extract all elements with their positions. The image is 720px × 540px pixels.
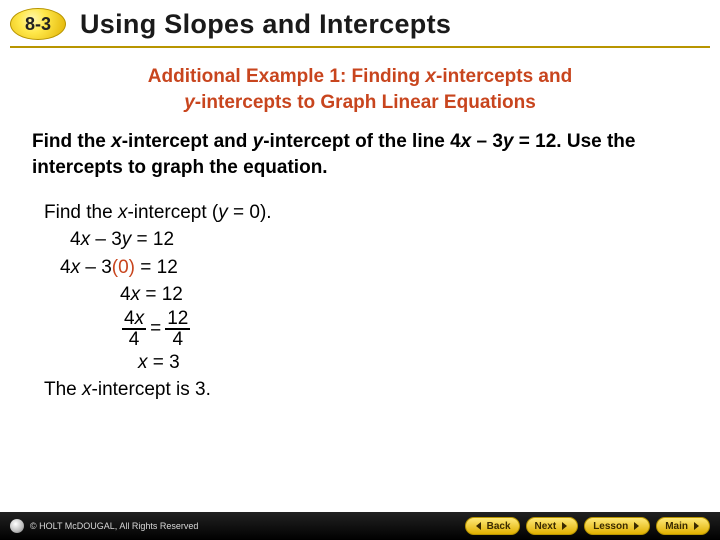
main-button[interactable]: Main (656, 517, 710, 535)
work-y: y (122, 229, 132, 250)
work-seg: = 12 (135, 257, 178, 278)
arrow-left-icon (474, 521, 484, 531)
work-seg: -intercept ( (127, 202, 218, 223)
arrow-right-icon (559, 521, 569, 531)
arrow-right-icon (631, 521, 641, 531)
page-title: Using Slopes and Intercepts (80, 9, 451, 40)
footer-bar: © HOLT McDOUGAL, All Rights Reserved Bac… (0, 512, 720, 540)
example-title-text: -intercepts and (436, 66, 572, 87)
work-x: x (118, 202, 128, 223)
prompt-seg: -intercept of the line 4 (263, 131, 460, 152)
example-title-text: Additional Example 1: Finding (148, 66, 426, 87)
prompt-seg: -intercept and (122, 131, 253, 152)
work-seg: = 12 (140, 284, 183, 305)
work-x: x (81, 229, 91, 250)
prompt-y: y (503, 131, 514, 152)
arrow-right-icon (691, 521, 701, 531)
work-seg: The (44, 379, 82, 400)
work-line-3: 4x – 3(0) = 12 (44, 254, 688, 282)
prompt-seg: Find the (32, 131, 111, 152)
nav-buttons: Back Next Lesson Main (465, 517, 710, 535)
fraction-numerator: 12 (165, 309, 190, 330)
publisher-logo-icon (10, 519, 24, 533)
work-x: x (71, 257, 81, 278)
main-label: Main (665, 521, 688, 532)
content-area: Additional Example 1: Finding x-intercep… (0, 56, 720, 404)
work-line-2: 4x – 3y = 12 (44, 226, 688, 254)
fraction-denominator: 4 (170, 330, 185, 349)
example-title: Additional Example 1: Finding x-intercep… (32, 64, 688, 115)
lesson-badge: 8-3 (10, 8, 66, 40)
header-divider (10, 46, 710, 48)
work-line-1: Find the x-intercept (y = 0). (44, 199, 688, 227)
work-seg: = 0). (228, 202, 272, 223)
work-x: x (131, 284, 141, 305)
work-line-7-result: The x-intercept is 3. (44, 376, 688, 404)
fraction-left: 4x 4 (122, 309, 146, 349)
example-title-x: x (425, 66, 436, 87)
work-seg: 4 (120, 284, 131, 305)
prompt-x: x (111, 131, 122, 152)
lesson-label: Lesson (593, 521, 628, 532)
prompt-x: x (461, 131, 472, 152)
work-x: x (138, 352, 148, 373)
work-seg: – 3 (90, 229, 122, 250)
next-label: Next (535, 521, 557, 532)
fraction-right: 12 4 (165, 309, 190, 349)
work-seg: = 3 (148, 352, 180, 373)
example-title-y: y (184, 92, 195, 113)
frac-seg: 4 (124, 308, 135, 329)
work-seg: Find the (44, 202, 118, 223)
fraction-denominator: 4 (127, 330, 142, 349)
work-line-4: 4x = 12 (44, 281, 688, 309)
prompt-text: Find the x-intercept and y-intercept of … (32, 129, 688, 180)
fraction-numerator: 4x (122, 309, 146, 330)
work-seg: -intercept is 3. (92, 379, 211, 400)
work-seg: – 3 (80, 257, 112, 278)
back-button[interactable]: Back (465, 517, 520, 535)
work-seg: = 12 (131, 229, 174, 250)
prompt-seg: – 3 (471, 131, 503, 152)
work-seg: 4 (60, 257, 71, 278)
prompt-y: y (253, 131, 264, 152)
example-title-text: -intercepts to Graph Linear Equations (195, 92, 536, 113)
equals-sign: = (146, 315, 165, 343)
next-button[interactable]: Next (526, 517, 579, 535)
worked-solution: Find the x-intercept (y = 0). 4x – 3y = … (32, 199, 688, 404)
work-seg: 4 (70, 229, 81, 250)
work-substituted-zero: (0) (112, 257, 135, 278)
copyright: © HOLT McDOUGAL, All Rights Reserved (10, 519, 198, 533)
work-line-5-fraction: 4x 4 = 12 4 (44, 309, 688, 349)
back-label: Back (487, 521, 511, 532)
frac-x: x (135, 308, 145, 329)
work-line-6: x = 3 (44, 349, 688, 377)
copyright-text: © HOLT McDOUGAL, All Rights Reserved (30, 521, 198, 531)
work-y: y (218, 202, 228, 223)
lesson-button[interactable]: Lesson (584, 517, 650, 535)
work-x: x (82, 379, 92, 400)
header-bar: 8-3 Using Slopes and Intercepts (0, 0, 720, 46)
lesson-number: 8-3 (25, 14, 51, 35)
